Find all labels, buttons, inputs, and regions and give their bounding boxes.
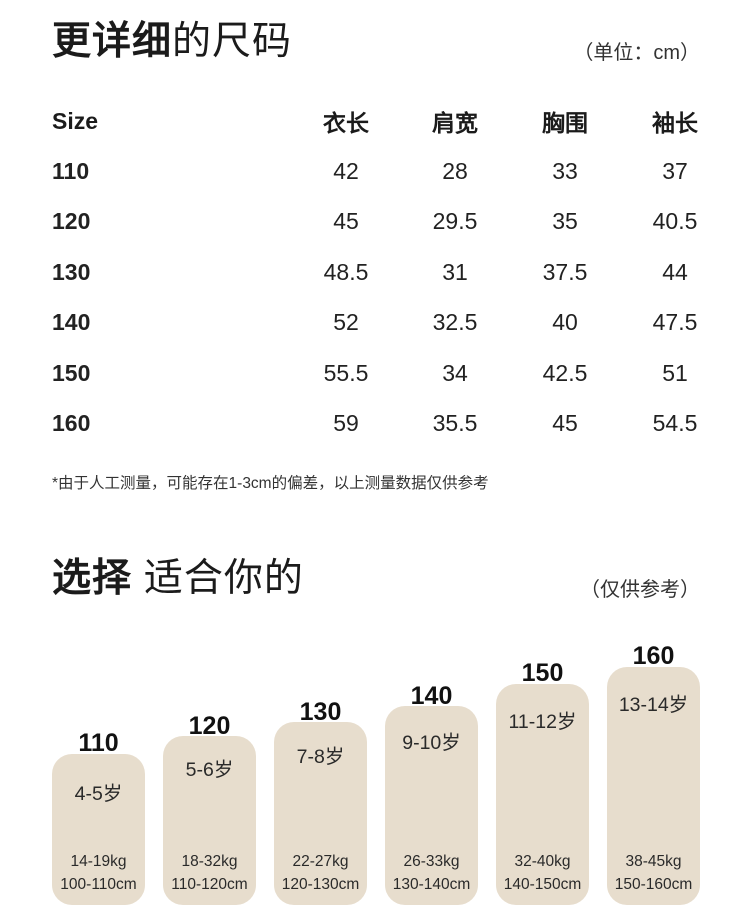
chest-cell: 33	[552, 158, 578, 185]
guide-size-label: 160	[632, 642, 675, 670]
guide-bar: 13-14岁 38-45kg 150-160cm	[607, 667, 700, 905]
guide-size-label: 110	[78, 729, 119, 757]
guide-bar: 4-5岁 14-19kg 100-110cm	[52, 754, 145, 905]
chest-cell: 45	[552, 410, 578, 437]
shoulder-cell: 34	[442, 359, 468, 386]
column-header-size: Size	[52, 107, 99, 134]
guide-size-label: 130	[299, 698, 342, 726]
title-bold-part: 选择	[52, 557, 133, 600]
sleeve-cell: 44	[662, 258, 688, 285]
length-cell: 55.5	[323, 359, 369, 386]
unit-note: （单位：cm）	[573, 42, 700, 64]
guide-height: 140-150cm	[503, 876, 582, 893]
guide-size-label: 120	[188, 712, 231, 740]
sleeve-cell: 47.5	[652, 309, 698, 336]
guide-size-label: 150	[521, 659, 564, 687]
table-row: 160 59 35.5 45 54.5	[52, 398, 730, 448]
guide-height: 100-110cm	[60, 876, 137, 893]
chest-cell: 42.5	[542, 359, 588, 386]
shoulder-cell: 31	[442, 258, 468, 285]
length-cell: 48.5	[323, 258, 369, 285]
table-row: 150 55.5 34 42.5 51	[52, 348, 730, 398]
guide-weight: 32-40kg	[514, 853, 571, 870]
guide-age: 4-5岁	[74, 783, 123, 805]
length-cell: 52	[333, 309, 359, 336]
size-chart-title: 更详细的尺码	[52, 22, 292, 61]
column-header-shoulder: 肩宽	[432, 110, 478, 137]
guide-weight: 26-33kg	[403, 853, 460, 870]
size-table: Size 衣长 肩宽 胸围 袖长 110 42 28 33 37 120 45 …	[52, 96, 730, 449]
column-header-sleeve: 袖长	[652, 110, 698, 137]
reference-note: （仅供参考）	[580, 579, 700, 601]
length-cell: 59	[333, 410, 359, 437]
guide-size-label: 140	[410, 682, 453, 710]
sleeve-cell: 54.5	[652, 410, 698, 437]
guide-weight: 22-27kg	[292, 853, 349, 870]
guide-age: 7-8岁	[296, 746, 345, 768]
table-row: 120 45 29.5 35 40.5	[52, 197, 730, 247]
shoulder-cell: 28	[442, 158, 468, 185]
chest-cell: 40	[552, 309, 578, 336]
size-cell: 150	[52, 359, 91, 386]
shoulder-cell: 29.5	[432, 208, 478, 235]
guide-bar: 9-10岁 26-33kg 130-140cm	[385, 706, 478, 905]
guide-height: 130-140cm	[392, 876, 471, 893]
guide-age: 13-14岁	[618, 694, 689, 716]
guide-bar: 11-12岁 32-40kg 140-150cm	[496, 684, 589, 905]
guide-weight: 38-45kg	[625, 853, 682, 870]
guide-age: 9-10岁	[402, 732, 461, 754]
guide-age: 11-12岁	[508, 711, 577, 733]
table-row: 130 48.5 31 37.5 44	[52, 247, 730, 297]
sleeve-cell: 40.5	[652, 208, 698, 235]
title-light-part: 适合你的	[132, 557, 304, 600]
guide-height: 150-160cm	[614, 876, 693, 893]
chest-cell: 35	[552, 208, 578, 235]
size-guide-title: 选择 适合你的	[52, 559, 304, 598]
guide-age: 5-6岁	[185, 759, 234, 781]
length-cell: 45	[333, 208, 359, 235]
size-cell: 120	[52, 208, 91, 235]
size-cell: 130	[52, 258, 91, 285]
guide-weight: 14-19kg	[70, 853, 127, 870]
length-cell: 42	[333, 158, 359, 185]
sleeve-cell: 37	[662, 158, 688, 185]
shoulder-cell: 32.5	[432, 309, 478, 336]
guide-bar: 5-6岁 18-32kg 110-120cm	[163, 736, 256, 905]
shoulder-cell: 35.5	[432, 410, 478, 437]
guide-height: 120-130cm	[281, 876, 360, 893]
column-header-chest: 胸围	[542, 110, 588, 137]
measurement-footnote: *由于人工测量，可能存在1-3cm的偏差，以上测量数据仅供参考	[52, 475, 489, 492]
size-cell: 110	[52, 158, 90, 185]
sleeve-cell: 51	[662, 359, 688, 386]
title-light-part: 的尺码	[172, 20, 293, 63]
title-bold-part: 更详细	[52, 20, 173, 63]
size-cell: 160	[52, 410, 91, 437]
column-header-length: 衣长	[323, 110, 369, 137]
chest-cell: 37.5	[542, 258, 588, 285]
table-row: 140 52 32.5 40 47.5	[52, 298, 730, 348]
guide-height: 110-120cm	[171, 876, 248, 893]
table-header-row: Size 衣长 肩宽 胸围 袖长	[52, 96, 730, 146]
size-cell: 140	[52, 309, 91, 336]
table-row: 110 42 28 33 37	[52, 146, 730, 196]
guide-weight: 18-32kg	[181, 853, 238, 870]
guide-bar: 7-8岁 22-27kg 120-130cm	[274, 722, 367, 905]
